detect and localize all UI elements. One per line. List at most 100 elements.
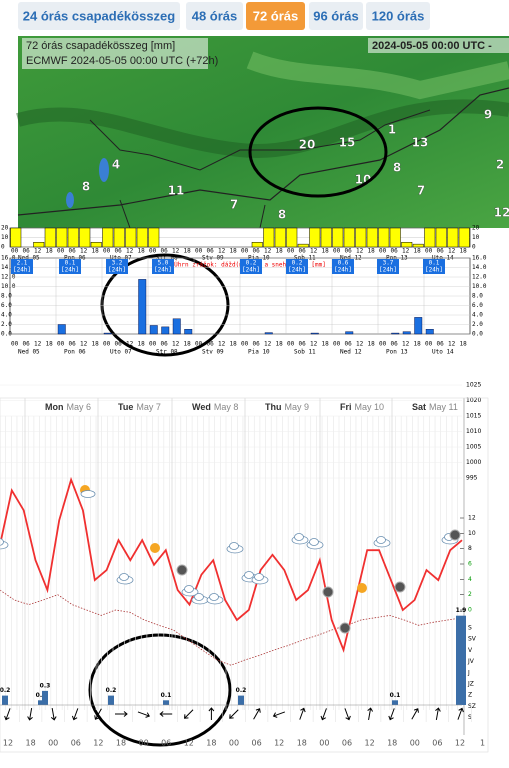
precip-bar: [138, 279, 147, 335]
strip-bar: [251, 242, 263, 248]
hour-label: 00: [149, 341, 157, 348]
precip-tick: 0.0: [1, 331, 12, 338]
tab-label[interactable]: 96 órás: [313, 8, 359, 23]
terrain: [246, 51, 509, 100]
hour-label: 00: [195, 341, 203, 348]
hour-label: 12: [126, 341, 134, 348]
day-header: Sat May 11: [412, 402, 458, 412]
moon-icon: [176, 564, 188, 576]
strip-bar: [378, 227, 390, 248]
precip-tick: 10.0: [1, 283, 16, 290]
hour-label: 12: [80, 248, 88, 255]
precip-tick: 4.0: [472, 312, 483, 319]
wind-arrow: [208, 707, 215, 720]
cloud-icon: [244, 571, 254, 579]
wind-label: Z: [468, 692, 472, 699]
temperature-line: [0, 476, 463, 653]
temp-tick-label: 2: [468, 591, 472, 598]
precip-bar: [161, 326, 170, 335]
strip-bar: [355, 227, 367, 248]
strip-tick: 10: [1, 234, 9, 241]
wind-arrow: [27, 708, 33, 721]
hour-label: 06: [115, 341, 123, 348]
pressure-tick: 1005: [466, 444, 481, 451]
map-period: 2024-05-05 00:00 UTC -: [372, 40, 492, 52]
total-period: [24h]: [334, 267, 352, 274]
tab[interactable]: [18, 2, 180, 30]
precip-label: 1.9: [456, 607, 467, 614]
precip-label: 0.2: [0, 687, 10, 694]
tab[interactable]: [246, 2, 305, 30]
moon-icon: [449, 529, 461, 541]
border: [17, 87, 509, 216]
total-period: [24h]: [379, 267, 397, 274]
total-value: 0.2: [246, 260, 257, 267]
time-label: 06: [252, 739, 262, 748]
total-value: 0.6: [338, 260, 349, 267]
tab-label[interactable]: 72 órás: [253, 8, 299, 23]
day-name: Fri: [340, 402, 352, 412]
hour-label: 12: [310, 248, 318, 255]
precip-bar: [2, 695, 8, 705]
precip-tick: 16.0: [1, 255, 16, 262]
time-label: 12: [93, 739, 103, 748]
time-label: 12: [184, 739, 194, 748]
map-period-box: [368, 38, 509, 53]
hour-label: 00: [103, 248, 111, 255]
hour-label: 00: [379, 341, 387, 348]
precip-bar: [108, 695, 114, 705]
strip-bar: [412, 243, 424, 248]
border: [119, 199, 266, 229]
map-value: 8: [393, 161, 401, 175]
hour-label: 00: [425, 248, 433, 255]
cloud-icon: [254, 573, 264, 581]
time-label: 18: [206, 739, 216, 748]
time-label: 18: [387, 739, 397, 748]
total-box: [240, 259, 262, 274]
hour-label: 00: [103, 341, 111, 348]
tab-label[interactable]: 24 órás csapadékösszeg: [23, 8, 176, 23]
strip-bar: [447, 227, 459, 248]
moon-icon: [322, 586, 334, 598]
time-label: 12: [455, 739, 465, 748]
precip-tick: 10.0: [472, 283, 487, 290]
day-label: Ned 12: [340, 349, 362, 356]
precip-bar: [392, 700, 398, 705]
hour-label: 12: [218, 248, 226, 255]
tab[interactable]: [309, 2, 363, 30]
hour-label: 00: [333, 341, 341, 348]
time-label: 00: [229, 739, 239, 748]
strip-bar: [297, 243, 309, 248]
moon-icon: [339, 622, 351, 634]
tab-label[interactable]: 120 órás: [372, 8, 425, 23]
hour-label: 06: [345, 341, 353, 348]
total-period: [24h]: [61, 267, 79, 274]
cloud-icon: [294, 533, 304, 541]
wind-label: SZ: [468, 703, 476, 710]
precip-bar: [149, 325, 158, 335]
precip-bar: [414, 317, 423, 335]
tab[interactable]: [186, 2, 243, 30]
tab-label[interactable]: 48 órás: [192, 8, 238, 23]
strip-bar: [435, 227, 447, 248]
precip-tick: 0.0: [472, 331, 483, 338]
precip-label: 0.2: [236, 687, 247, 694]
hour-label: 00: [11, 341, 19, 348]
hour-label: 06: [391, 341, 399, 348]
hour-label: 06: [253, 248, 261, 255]
total-period: [24h]: [288, 267, 306, 274]
day-name: Sat: [412, 402, 426, 412]
total-box: [423, 259, 445, 274]
strip-bar: [113, 227, 125, 248]
day-header: Fri May 10: [340, 402, 384, 412]
tab[interactable]: [366, 2, 430, 30]
hour-label: 06: [207, 248, 215, 255]
total-value: 5.0: [158, 260, 169, 267]
hour-label: 18: [460, 248, 468, 255]
hour-label: 12: [402, 248, 410, 255]
day-header: Wed May 8: [192, 402, 238, 412]
time-label: 18: [297, 739, 307, 748]
total-box: [106, 259, 128, 274]
time-label: 06: [161, 739, 171, 748]
hour-label: 18: [184, 248, 192, 255]
